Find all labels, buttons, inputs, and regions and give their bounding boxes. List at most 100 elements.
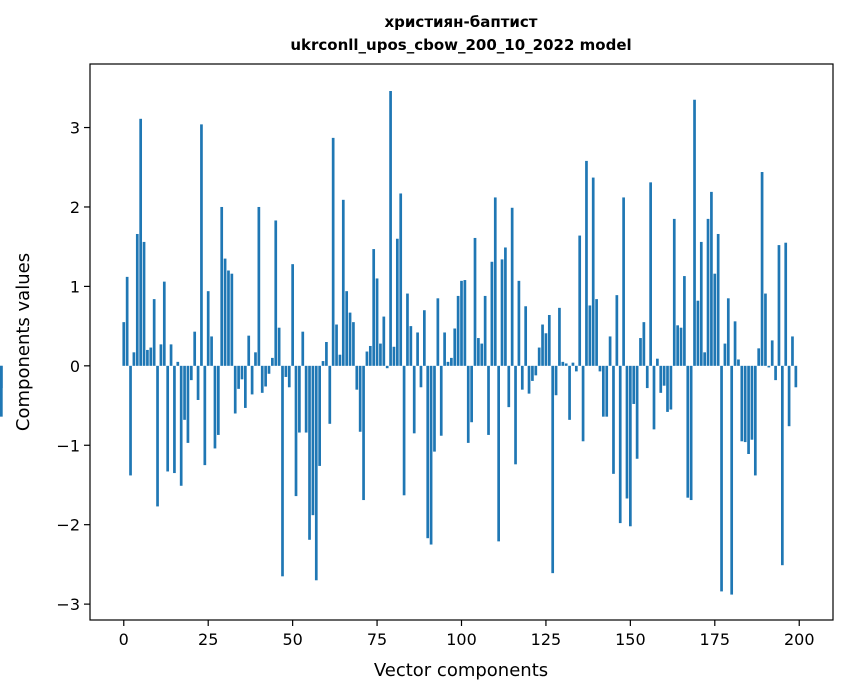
bar-127	[551, 365, 555, 574]
bar-19	[186, 365, 190, 443]
bar-138	[588, 305, 592, 366]
bar-113	[504, 247, 507, 366]
bar-119	[524, 306, 528, 366]
bar-50	[291, 264, 294, 366]
bar-187	[753, 365, 757, 476]
bar-195	[780, 365, 784, 566]
bar-10	[156, 365, 159, 507]
bar-165	[679, 327, 683, 366]
bar-132	[568, 365, 571, 420]
bar-61	[328, 365, 332, 424]
bar-161	[666, 365, 669, 412]
bar-135	[578, 235, 582, 366]
bar-73	[368, 345, 372, 366]
x-axis-label: Vector components	[374, 660, 548, 681]
bar-51	[294, 365, 298, 497]
bar-109	[490, 261, 494, 366]
bar-179	[726, 298, 730, 366]
bar-34	[237, 365, 240, 389]
bar-154	[642, 322, 646, 366]
bar-85	[409, 326, 413, 366]
bar-198	[791, 336, 794, 366]
bar-86	[412, 365, 416, 434]
bar-87	[416, 332, 419, 366]
bar-80	[392, 346, 396, 366]
bar-101	[463, 280, 467, 366]
bar-102	[466, 365, 470, 443]
bar-108	[487, 365, 490, 435]
bar-79	[389, 91, 392, 366]
bar-2	[129, 365, 132, 476]
bar-128	[554, 365, 558, 396]
chart-subtitle: ukrconll_upos_cbow_200_10_2022 model	[290, 36, 631, 54]
bar-199	[794, 365, 798, 388]
bar-22	[196, 365, 200, 400]
bar-170	[696, 300, 700, 366]
bar-37	[247, 335, 251, 366]
bar-123	[537, 347, 541, 366]
bar-145	[612, 365, 615, 474]
bar-77	[382, 316, 386, 366]
bar-129	[558, 307, 561, 366]
bar-163	[672, 218, 676, 366]
bar-194	[777, 245, 781, 366]
bar-11	[159, 344, 163, 366]
bar-24	[203, 365, 207, 466]
bar-25	[206, 291, 210, 366]
bar-117	[517, 280, 521, 366]
bar-126	[547, 314, 551, 366]
bar-41	[260, 365, 264, 393]
bar-155	[645, 365, 649, 389]
bar-92	[433, 365, 436, 452]
bar-21	[193, 331, 197, 366]
bar-35	[240, 365, 244, 380]
bar-28	[216, 365, 220, 435]
bar-undefined	[0, 365, 3, 389]
bar-66	[345, 291, 349, 366]
bar-136	[581, 365, 585, 442]
bar-71	[362, 365, 365, 501]
bar-3	[132, 352, 136, 366]
bar-114	[507, 365, 511, 408]
bar-148	[622, 197, 625, 366]
bar-142	[601, 365, 605, 417]
bar-189	[760, 172, 764, 366]
bar-184	[743, 365, 747, 443]
bar-62	[331, 137, 335, 366]
bar-17	[179, 365, 183, 486]
bar-178	[723, 343, 727, 366]
x-tick-label: 100	[446, 630, 477, 649]
y-axis-label: Components values	[13, 253, 34, 431]
bar-18	[183, 365, 186, 420]
bar-82	[399, 193, 403, 366]
bar-16	[176, 361, 180, 366]
bar-53	[301, 331, 305, 366]
bar-78	[385, 365, 389, 369]
bar-147	[618, 365, 622, 524]
bar-84	[406, 293, 409, 366]
bar-159	[659, 365, 663, 393]
bar-190	[764, 293, 767, 366]
bar-131	[564, 363, 568, 366]
bar-97	[450, 357, 453, 366]
bar-42	[264, 365, 267, 387]
bar-146	[615, 295, 619, 366]
bar-30	[223, 258, 227, 366]
bar-176	[716, 233, 720, 366]
x-tick-label: 200	[784, 630, 815, 649]
bar-166	[683, 276, 686, 366]
bar-124	[541, 324, 544, 366]
bar-89	[423, 310, 426, 366]
bar-33	[233, 365, 237, 414]
bar-7	[146, 349, 149, 366]
bar-1	[125, 276, 129, 366]
bar-95	[443, 332, 446, 366]
x-tick-label: 150	[615, 630, 646, 649]
bar-185	[747, 365, 750, 454]
bar-64	[338, 354, 342, 366]
y-tick-label: 0	[70, 357, 80, 376]
bar-120	[527, 365, 531, 394]
bar-153	[639, 338, 642, 366]
bar-193	[774, 365, 777, 381]
